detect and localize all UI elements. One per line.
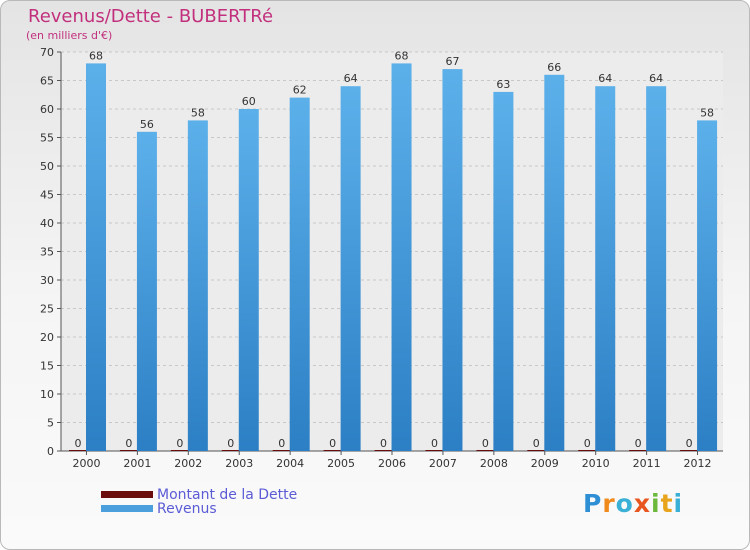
bar-dette [476, 450, 497, 451]
data-label-dette: 0 [533, 437, 540, 450]
data-label-dette: 0 [176, 437, 183, 450]
legend-swatch-dette [101, 491, 153, 498]
bar-dette [69, 450, 89, 451]
bar-dette [323, 450, 344, 451]
legend-label-revenus: Revenus [157, 501, 217, 517]
bar-dette [374, 450, 395, 451]
bar-dette [425, 450, 446, 451]
data-label-dette: 0 [380, 437, 387, 450]
x-tick-label: 2012 [684, 457, 712, 470]
bar-dette [680, 450, 701, 451]
data-label-dette: 0 [125, 437, 132, 450]
bar-revenus [340, 86, 361, 451]
bar-dette [119, 450, 140, 451]
bar-revenus [136, 131, 157, 452]
data-label-revenus: 67 [445, 55, 459, 68]
x-tick-label: 2008 [480, 457, 508, 470]
y-tick-label: 70 [40, 46, 54, 59]
y-tick-label: 40 [40, 217, 54, 230]
data-label-dette: 0 [584, 437, 591, 450]
chart-subtitle: (en milliers d'€) [26, 29, 113, 42]
bar-revenus [493, 91, 514, 452]
bar-revenus [544, 74, 565, 452]
bar-revenus [238, 109, 259, 451]
x-tick-label: 2001 [123, 457, 151, 470]
x-tick-label: 2010 [582, 457, 610, 470]
proxiti-logo: Proxiti [583, 489, 684, 518]
bar-dette [629, 450, 650, 451]
data-label-revenus: 64 [598, 72, 612, 85]
bar-dette [578, 450, 599, 451]
y-tick-label: 10 [40, 388, 54, 401]
data-label-revenus: 64 [344, 72, 358, 85]
x-tick-label: 2004 [276, 457, 304, 470]
y-tick-label: 15 [40, 360, 54, 373]
y-tick-label: 60 [40, 103, 54, 116]
data-label-dette: 0 [278, 437, 285, 450]
data-label-dette: 0 [482, 437, 489, 450]
data-label-revenus: 58 [191, 106, 205, 119]
x-tick-label: 2011 [633, 457, 661, 470]
bar-revenus [86, 63, 106, 452]
data-label-revenus: 68 [89, 49, 103, 62]
x-tick-label: 2002 [174, 457, 202, 470]
y-tick-label: 20 [40, 331, 54, 344]
x-tick-label: 2009 [531, 457, 559, 470]
y-tick-label: 5 [47, 417, 54, 430]
y-tick-label: 25 [40, 303, 54, 316]
data-label-dette: 0 [329, 437, 336, 450]
data-label-revenus: 60 [242, 95, 256, 108]
chart-title: Revenus/Dette - BUBERTRé [28, 6, 274, 27]
bar-revenus [646, 86, 667, 451]
x-tick-label: 2003 [225, 457, 253, 470]
y-tick-label: 65 [40, 75, 54, 88]
data-label-dette: 0 [431, 437, 438, 450]
bar-dette [272, 450, 293, 451]
data-label-revenus: 66 [547, 61, 561, 74]
data-label-revenus: 58 [700, 106, 714, 119]
bar-dette [527, 450, 548, 451]
bar-revenus [595, 86, 616, 451]
y-tick-label: 45 [40, 189, 54, 202]
data-label-revenus: 64 [649, 72, 663, 85]
data-label-revenus: 56 [140, 118, 154, 131]
data-label-dette: 0 [686, 437, 693, 450]
bar-revenus [391, 63, 412, 452]
bar-dette [221, 450, 242, 451]
bar-revenus [442, 69, 463, 451]
data-label-revenus: 62 [293, 84, 307, 97]
x-tick-label: 2006 [378, 457, 406, 470]
y-tick-label: 0 [47, 445, 54, 458]
data-label-dette: 0 [75, 437, 82, 450]
bar-revenus [697, 120, 718, 452]
data-label-dette: 0 [227, 437, 234, 450]
bar-revenus [187, 120, 208, 452]
data-label-revenus: 68 [395, 49, 409, 62]
data-label-dette: 0 [635, 437, 642, 450]
y-tick-label: 30 [40, 274, 54, 287]
x-tick-label: 2005 [327, 457, 355, 470]
x-tick-label: 2007 [429, 457, 457, 470]
y-tick-label: 50 [40, 160, 54, 173]
data-label-revenus: 63 [496, 78, 510, 91]
bar-dette [170, 450, 191, 451]
x-tick-label: 2000 [72, 457, 100, 470]
legend-label-dette: Montant de la Dette [157, 487, 298, 503]
y-tick-label: 55 [40, 132, 54, 145]
bar-revenus [289, 97, 310, 451]
legend-swatch-revenus [101, 505, 153, 512]
y-tick-label: 35 [40, 246, 54, 259]
